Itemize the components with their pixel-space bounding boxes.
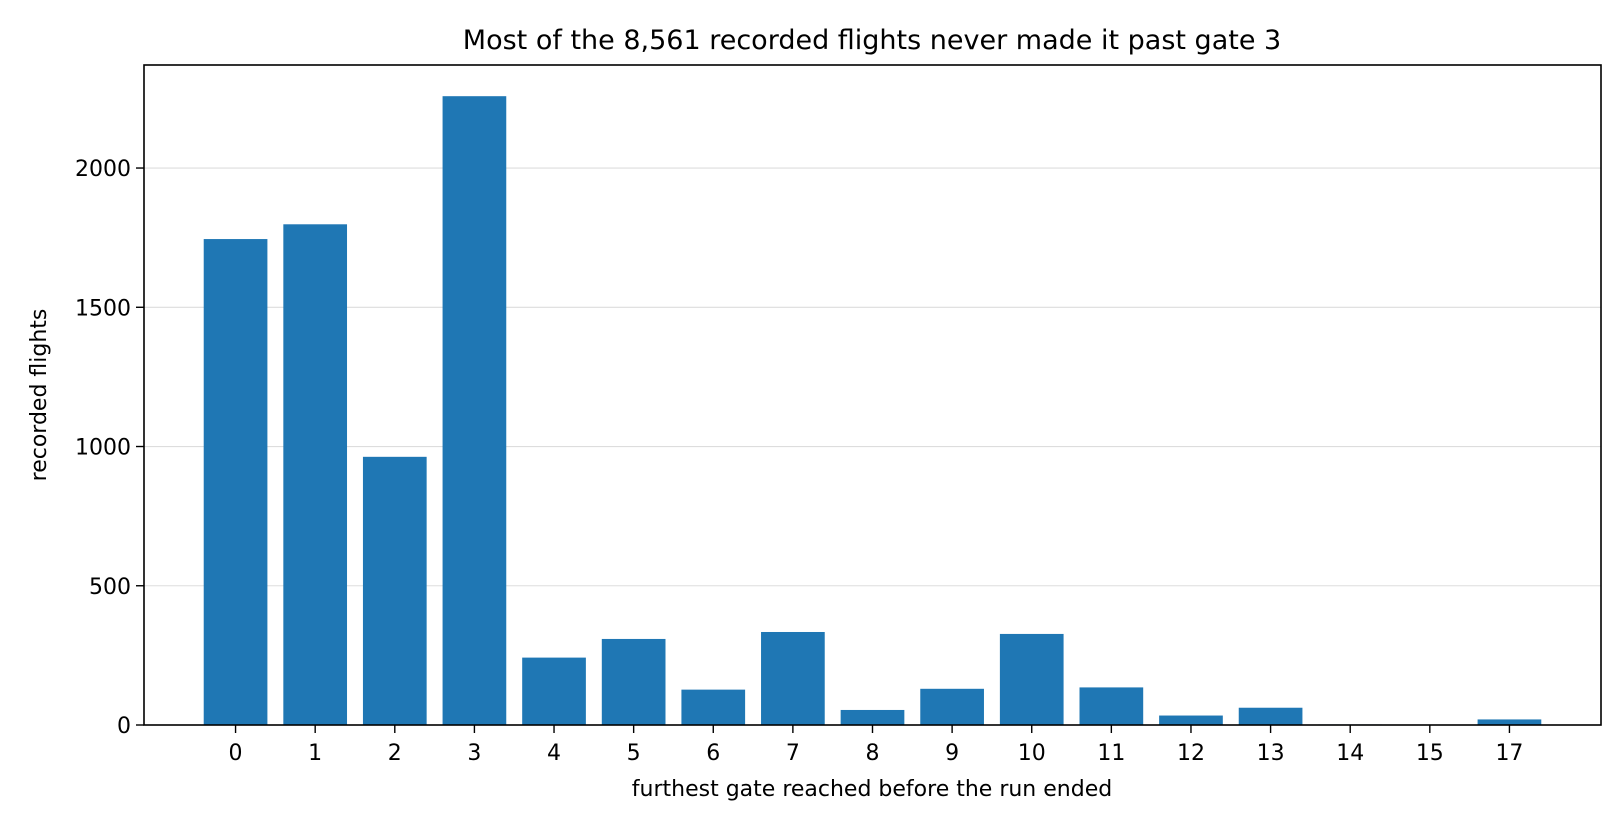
x-tick-label: 4 xyxy=(547,741,561,766)
x-axis-label: furthest gate reached before the run end… xyxy=(632,777,1112,802)
x-tick-label: 6 xyxy=(706,741,720,766)
bar-gate-8 xyxy=(840,709,905,725)
chart-title: Most of the 8,561 recorded flights never… xyxy=(463,25,1281,56)
bar-gate-7 xyxy=(761,631,825,725)
x-tick-label: 12 xyxy=(1177,741,1205,766)
y-tick-label: 500 xyxy=(89,575,131,600)
x-tick-label: 14 xyxy=(1336,741,1364,766)
y-tick-label: 1000 xyxy=(75,436,131,461)
y-axis-label: recorded flights xyxy=(27,309,52,482)
y-axis-ticks: 0 500 1000 1500 2000 xyxy=(75,157,144,739)
bar-gate-10 xyxy=(999,633,1064,725)
x-tick-label: 17 xyxy=(1495,741,1523,766)
x-tick-label: 3 xyxy=(467,741,481,766)
x-axis-ticks: 0 1 2 3 4 5 6 7 8 9 10 11 12 13 14 15 17 xyxy=(229,725,1523,766)
plot-frame xyxy=(143,64,1602,726)
y-tick-label: 2000 xyxy=(75,157,131,182)
x-tick-label: 11 xyxy=(1097,741,1125,766)
bar-gate-6 xyxy=(681,689,746,725)
gridlines xyxy=(144,167,1601,587)
x-tick-label: 2 xyxy=(388,741,402,766)
bar-gate-5 xyxy=(601,638,666,725)
x-tick-label: 13 xyxy=(1257,741,1285,766)
x-tick-label: 1 xyxy=(308,741,322,766)
x-tick-label: 9 xyxy=(945,741,959,766)
bar-gate-17 xyxy=(1477,719,1542,725)
y-tick-label: 0 xyxy=(117,714,131,739)
bar-gate-11 xyxy=(1079,687,1144,725)
x-tick-label: 0 xyxy=(229,741,243,766)
x-tick-label: 10 xyxy=(1018,741,1046,766)
bar-gate-3 xyxy=(442,96,507,725)
bar-gate-12 xyxy=(1159,715,1223,725)
bar-gate-13 xyxy=(1238,707,1303,725)
bar-gate-1 xyxy=(283,224,348,725)
bar-gate-4 xyxy=(522,657,586,725)
x-tick-label: 7 xyxy=(786,741,800,766)
x-tick-label: 5 xyxy=(627,741,641,766)
x-tick-label: 15 xyxy=(1416,741,1444,766)
bar-gate-9 xyxy=(920,688,984,725)
x-tick-label: 8 xyxy=(866,741,880,766)
bars xyxy=(203,96,1542,725)
bar-gate-0 xyxy=(203,239,268,725)
y-tick-label: 1500 xyxy=(75,296,131,321)
bar-gate-2 xyxy=(362,456,427,725)
